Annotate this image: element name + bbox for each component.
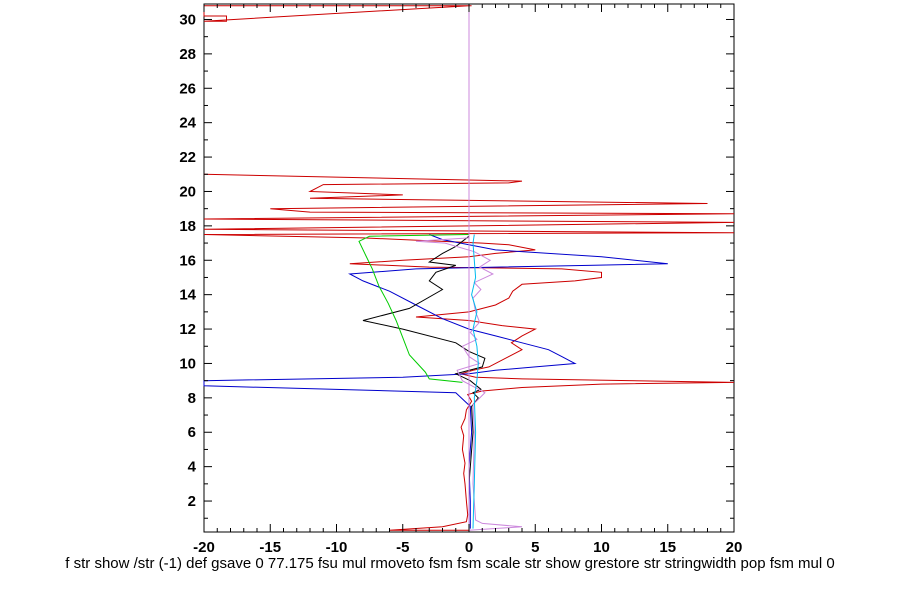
y-tick-label: 28 [179, 46, 196, 63]
y-tick-label: 22 [179, 149, 196, 166]
y-tick-label: 24 [179, 115, 196, 132]
x-tick-label: -5 [396, 539, 409, 556]
x-axis: -20 -15 -10 -5 0 5 10 15 20 [193, 4, 742, 556]
y-tick-label: 14 [179, 287, 196, 304]
y-tick-label: 20 [179, 183, 196, 200]
series-line-4 [358, 234, 470, 383]
x-tick-label: 20 [726, 539, 743, 556]
y-tick-label: 10 [179, 355, 196, 372]
x-axis-label: f str show /str (-1) def gsave 0 77.175 … [65, 555, 834, 572]
x-tick-label: 10 [593, 539, 610, 556]
x-tick-label: -10 [326, 539, 348, 556]
y-tick-label: 12 [179, 321, 196, 338]
y-tick-label: 8 [188, 390, 196, 407]
series-line-2 [203, 234, 668, 529]
y-tick-label: 4 [188, 459, 197, 476]
series-line-6 [415, 237, 523, 531]
y-tick-label: 18 [179, 218, 196, 235]
x-tick-label: 0 [465, 539, 473, 556]
y-tick-label: 16 [179, 252, 196, 269]
series-layer [203, 4, 735, 532]
y-tick-label: 2 [188, 493, 196, 510]
x-tick-label: -15 [259, 539, 281, 556]
y-tick-label: 26 [179, 80, 196, 97]
y-tick-label: 6 [188, 424, 196, 441]
x-tick-label: 15 [659, 539, 676, 556]
y-tick-label: 30 [179, 11, 196, 28]
x-tick-label: -20 [193, 539, 215, 556]
series-line-0 [203, 5, 472, 22]
series-line-7 [471, 234, 479, 529]
x-tick-label: 5 [531, 539, 539, 556]
